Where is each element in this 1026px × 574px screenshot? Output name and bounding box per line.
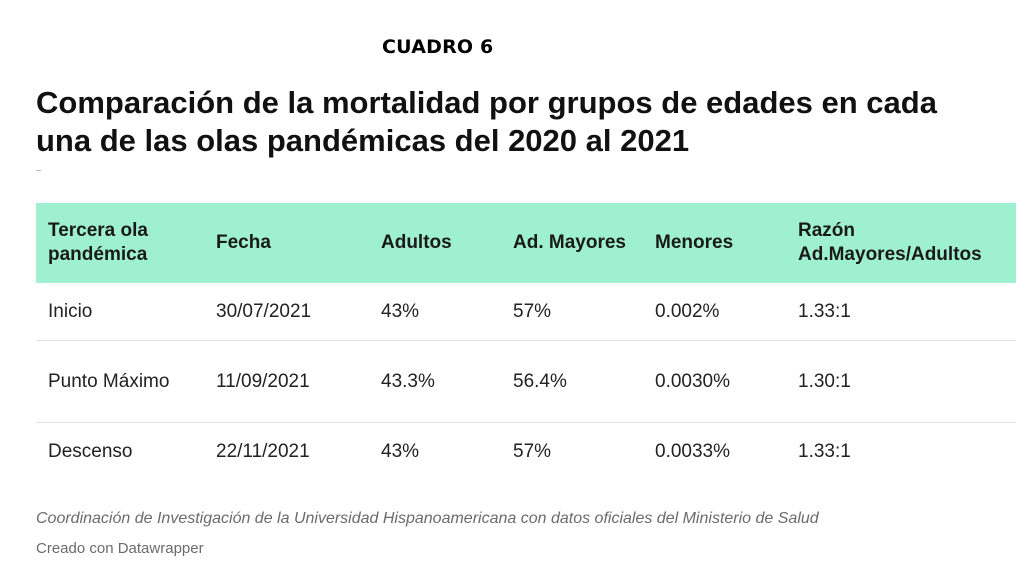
cell-ratio: 1.30:1 <box>786 340 1016 423</box>
cell-elderly: 57% <box>513 440 552 462</box>
table-label: CUADRO 6 <box>382 36 494 58</box>
data-table: Tercera ola pandémica Fecha Adultos Ad. … <box>36 203 1016 480</box>
column-header-date: Fecha <box>204 203 369 283</box>
cell-elderly: 57% <box>501 283 643 341</box>
column-header-ratio: Razón Ad.Mayores/Adultos <box>786 203 1016 283</box>
credit-link[interactable]: Creado con Datawrapper <box>36 540 204 557</box>
cell-adults: 43.3% <box>369 340 501 423</box>
table-title: Comparación de la mortalidad por grupos … <box>36 85 937 158</box>
cell-adults: 43% <box>381 440 420 462</box>
source-note: Coordinación de Investigación de la Univ… <box>36 510 819 527</box>
cell-adults: 43% <box>369 283 501 341</box>
column-header-elderly: Ad. Mayores <box>501 203 643 283</box>
cell-date: 22/11/2021 <box>216 440 310 462</box>
table-header-row: Tercera ola pandémica Fecha Adultos Ad. … <box>36 203 1016 283</box>
table-row: Descenso 22/11/2021 43% 57% 0.0033% 1.33… <box>36 423 1016 481</box>
cell-minors: 0.0030% <box>643 340 786 423</box>
cell-wave: Inicio <box>36 283 204 341</box>
cell-ratio: 1.33:1 <box>798 440 851 462</box>
cell-ratio: 1.33:1 <box>786 283 1016 341</box>
cell-date: 11/09/2021 <box>204 340 369 423</box>
cell-elderly: 56.4% <box>501 340 643 423</box>
cell-wave: Punto Máximo <box>36 340 204 423</box>
divider <box>36 170 41 171</box>
cell-date: 30/07/2021 <box>204 283 369 341</box>
column-header-adults: Adultos <box>369 203 501 283</box>
cell-minors: 0.002% <box>643 283 786 341</box>
column-header-wave: Tercera ola pandémica <box>36 203 204 283</box>
table-row: Punto Máximo 11/09/2021 43.3% 56.4% 0.00… <box>36 340 1016 423</box>
table-row: Inicio 30/07/2021 43% 57% 0.002% 1.33:1 <box>36 283 1016 341</box>
cell-wave: Descenso <box>48 440 133 462</box>
cell-minors: 0.0033% <box>655 440 731 462</box>
column-header-minors: Menores <box>643 203 786 283</box>
